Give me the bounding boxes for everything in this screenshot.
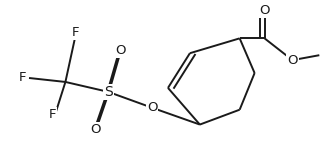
Text: O: O bbox=[259, 4, 270, 17]
Text: F: F bbox=[72, 26, 79, 39]
Text: O: O bbox=[90, 123, 100, 136]
Text: O: O bbox=[115, 44, 125, 57]
Text: S: S bbox=[104, 85, 113, 99]
Text: O: O bbox=[287, 54, 298, 67]
Text: F: F bbox=[19, 71, 26, 84]
Text: F: F bbox=[49, 108, 56, 121]
Text: O: O bbox=[147, 101, 157, 114]
